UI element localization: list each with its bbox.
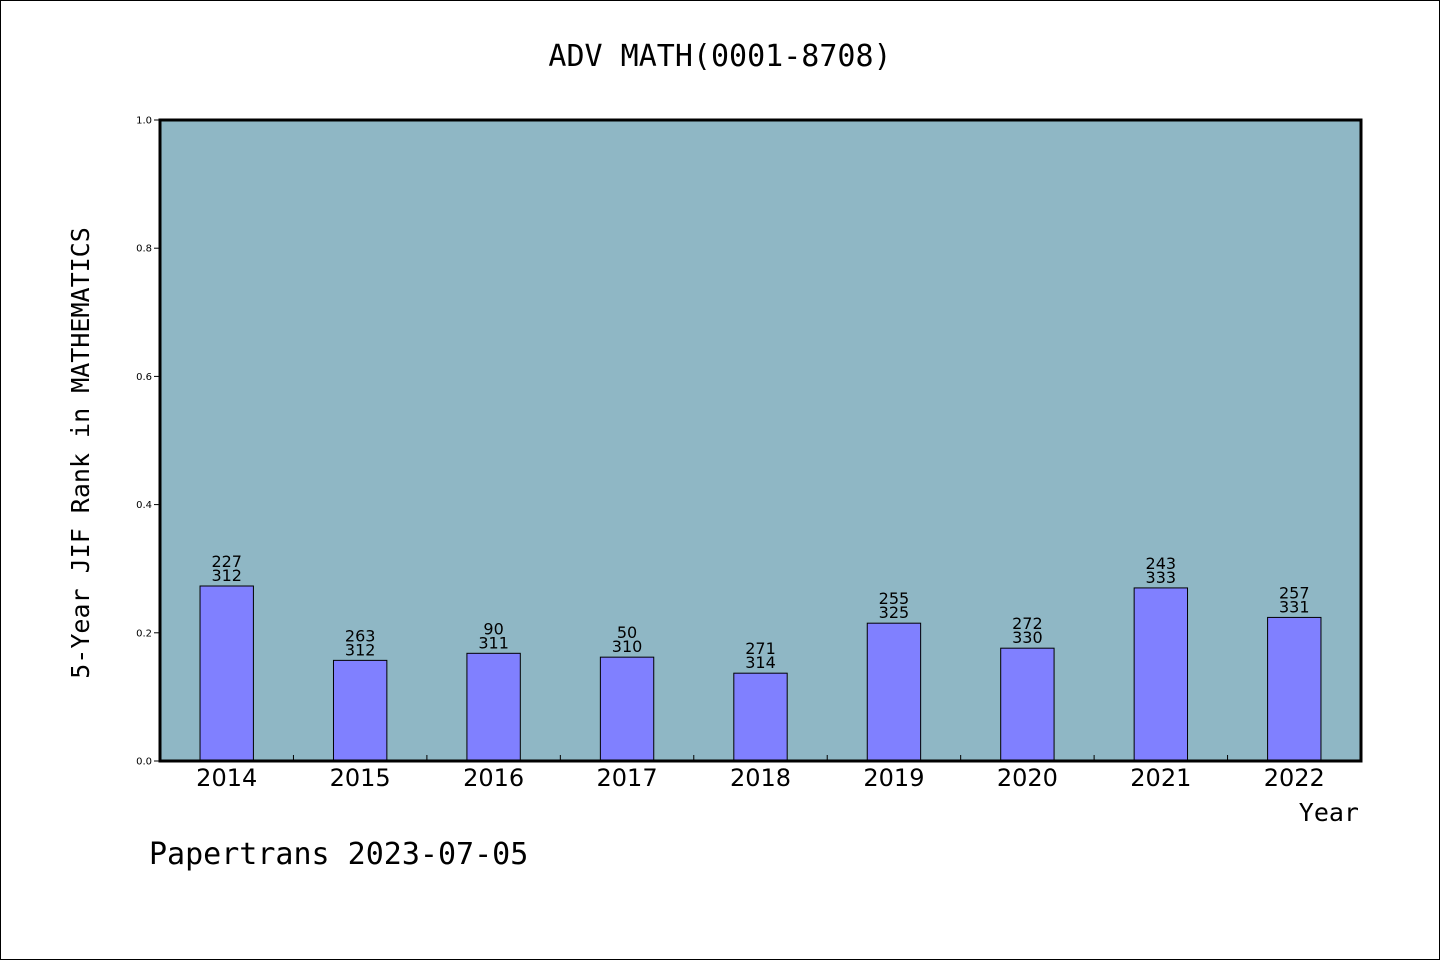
bar-label-total: 330	[1012, 628, 1043, 647]
bar-label-rank: 263	[345, 626, 376, 645]
bar-label-total: 314	[745, 653, 776, 672]
x-axis: 2014 2015 2016 2017 2018 2019 2020 2021 2022	[196, 755, 1325, 792]
plot-border	[158, 118, 1363, 763]
bar-label-total: 333	[1146, 568, 1177, 587]
x-tick-label: 2020	[997, 764, 1058, 792]
bar-2015	[332, 659, 388, 762]
bar-2020	[1000, 647, 1055, 762]
y-tick-label: 0.6	[136, 372, 152, 383]
bar-label-rank: 272	[1012, 614, 1043, 633]
bar-label-total: 312	[211, 566, 242, 585]
x-tick-label: 2017	[597, 764, 658, 792]
x-tick-label: 2019	[863, 764, 924, 792]
bar-label-total: 331	[1279, 597, 1310, 616]
bar-label-total: 312	[345, 640, 376, 659]
bar-label-rank: 271	[745, 639, 776, 658]
footer-credit: Papertrans 2023-07-05	[149, 837, 528, 872]
chart-title: ADV MATH(0001-8708)	[548, 39, 891, 74]
bar-label-total: 310	[612, 637, 643, 656]
y-tick-label: 0.4	[136, 500, 152, 511]
bar-label-rank: 50	[617, 623, 637, 642]
x-tick-label: 2016	[463, 764, 524, 792]
x-tick-label: 2015	[330, 764, 391, 792]
x-tick-label: 2018	[730, 764, 791, 792]
bar-label-rank: 90	[483, 619, 503, 638]
bar-2019	[866, 622, 922, 762]
bar-label-total: 325	[879, 603, 910, 622]
bar-label-rank: 257	[1279, 583, 1310, 602]
x-tick-label: 2021	[1130, 764, 1191, 792]
bar-2021	[1133, 587, 1189, 762]
bar-2016	[466, 652, 521, 762]
y-axis-label: 5-Year JIF Rank in MATHEMATICS	[66, 227, 95, 679]
y-tick-label: 0.2	[136, 628, 152, 639]
bar-2017	[599, 656, 655, 762]
bar-label-total: 311	[478, 633, 509, 652]
bar-label-rank: 255	[879, 589, 910, 608]
y-tick-label: 1.0	[136, 116, 152, 127]
bar-2014	[199, 585, 254, 762]
x-tick-label: 2022	[1264, 764, 1325, 792]
x-tick-label: 2014	[196, 764, 257, 792]
bar-label-rank: 243	[1146, 554, 1177, 573]
bar-2022	[1267, 616, 1322, 762]
bar-2018	[733, 672, 788, 762]
y-axis: 0.0 0.2 0.4 0.6 0.8 1.0	[136, 116, 160, 768]
y-tick-label: 0.8	[136, 244, 152, 255]
y-tick-label: 0.0	[136, 757, 152, 768]
x-axis-label: Year	[1299, 798, 1359, 827]
bar-label-rank: 227	[211, 552, 242, 571]
